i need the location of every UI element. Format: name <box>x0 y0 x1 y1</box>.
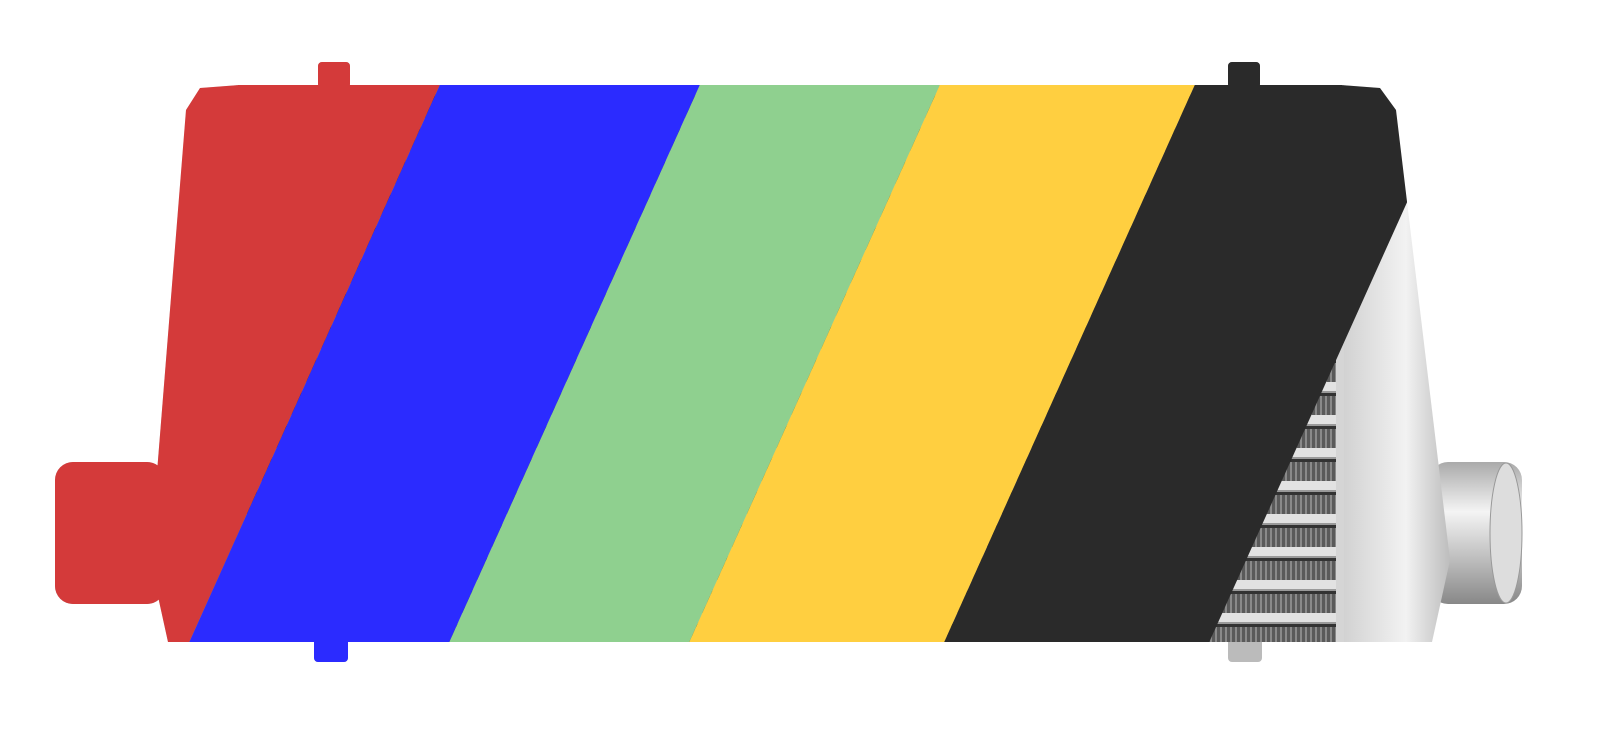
page <box>55 62 1523 662</box>
intercooler-image <box>55 62 1523 662</box>
